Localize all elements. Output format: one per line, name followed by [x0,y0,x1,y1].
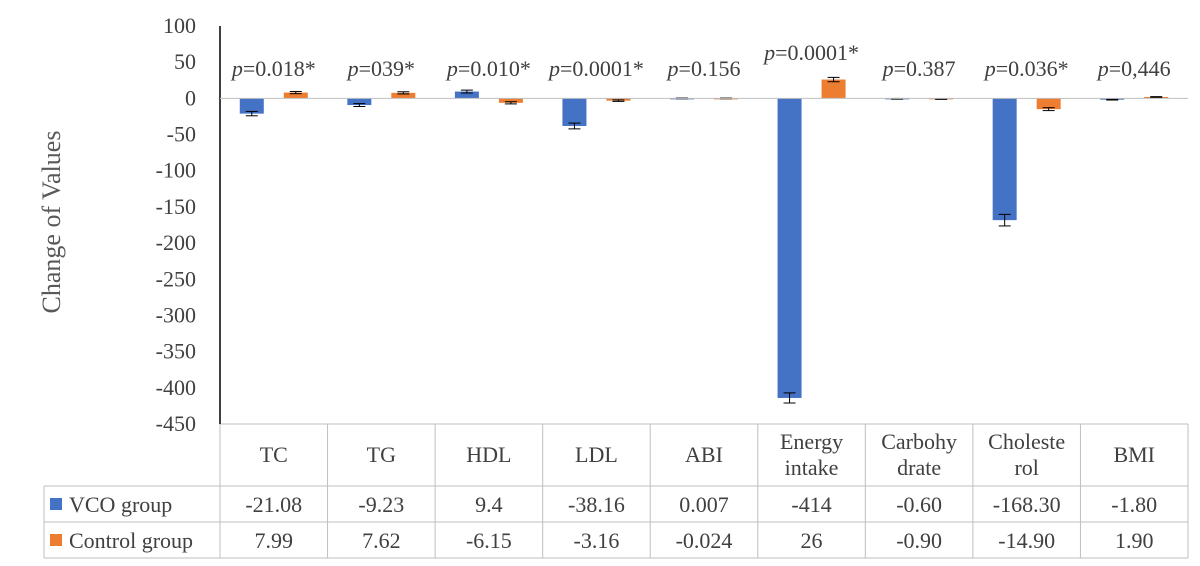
category-label: Carbohy [881,429,957,454]
bar-control-group [821,79,846,99]
category-label: ABI [685,442,723,467]
category-label: HDL [466,442,511,467]
legend-swatch [50,498,62,510]
p-value-label: p=0.156 [666,56,741,81]
table-cell-value: 1.90 [1115,528,1154,553]
table-cell-value: 26 [801,528,823,553]
table-cell-value: -168.30 [993,492,1061,517]
p-value-label: p=0.036* [983,56,1069,81]
category-label: drate [897,455,941,480]
legend-label: Control group [69,528,193,553]
bar-vco-group [777,98,802,398]
table-cell-value: -0.90 [896,528,942,553]
bar-vco-group [239,98,264,114]
table-cell-value: -14.90 [998,528,1055,553]
y-tick-label: 0 [185,85,196,110]
p-value-label: p=0.0001* [547,56,644,81]
p-value-label: p=0.018* [230,56,316,81]
category-label: TC [260,442,288,467]
table-cell-value: -0.60 [896,492,942,517]
p-value-label: p=0.387 [881,56,956,81]
p-value-label: p=0.0001* [762,40,859,65]
y-tick-label: -150 [156,194,196,219]
p-value-label: p=0.010* [445,56,531,81]
table-cell-value: -6.15 [466,528,512,553]
bar-control-group [1036,98,1061,110]
y-tick-label: -50 [167,122,196,147]
bar-vco-group [992,98,1017,221]
bar-vco-group [562,98,587,126]
category-label: BMI [1113,442,1155,467]
category-label: rol [1014,455,1038,480]
y-tick-label: -350 [156,339,196,364]
table-cell-value: 9.4 [475,492,503,517]
p-value-label: p=0,446 [1096,56,1171,81]
p-value-label: p=039* [346,56,415,81]
y-tick-label: -200 [156,230,196,255]
table-cell-value: -3.16 [574,528,620,553]
table-cell-value: -414 [791,492,831,517]
y-tick-label: 50 [174,49,196,74]
legend-label: VCO group [69,492,172,517]
category-label: intake [785,455,839,480]
category-label: Energy [780,429,843,454]
table-cell-value: -0.024 [676,528,733,553]
y-tick-label: -100 [156,158,196,183]
table-cell-value: -1.80 [1111,492,1157,517]
bar-control-group [498,98,523,103]
table-cell-value: -38.16 [568,492,625,517]
table-cell-value: 0.007 [679,492,729,517]
y-tick-label: -400 [156,375,196,400]
y-tick-label: -250 [156,266,196,291]
y-tick-label: 100 [163,13,196,38]
legend-swatch [50,534,62,546]
y-tick-label: -450 [156,411,196,436]
table-cell-value: 7.99 [255,528,294,553]
bar-vco-group [454,91,479,99]
bar-vco-group [347,98,372,106]
category-label: Choleste [988,429,1065,454]
category-label: LDL [575,442,618,467]
table-cell-value: 7.62 [362,528,401,553]
table-cell-value: -9.23 [358,492,404,517]
table-cell-value: -21.08 [245,492,302,517]
category-label: TG [367,442,396,467]
y-tick-label: -300 [156,302,196,327]
bar-control-group [283,92,308,99]
y-axis-label: Change of Values [37,131,66,314]
bar-control-group [391,92,416,99]
